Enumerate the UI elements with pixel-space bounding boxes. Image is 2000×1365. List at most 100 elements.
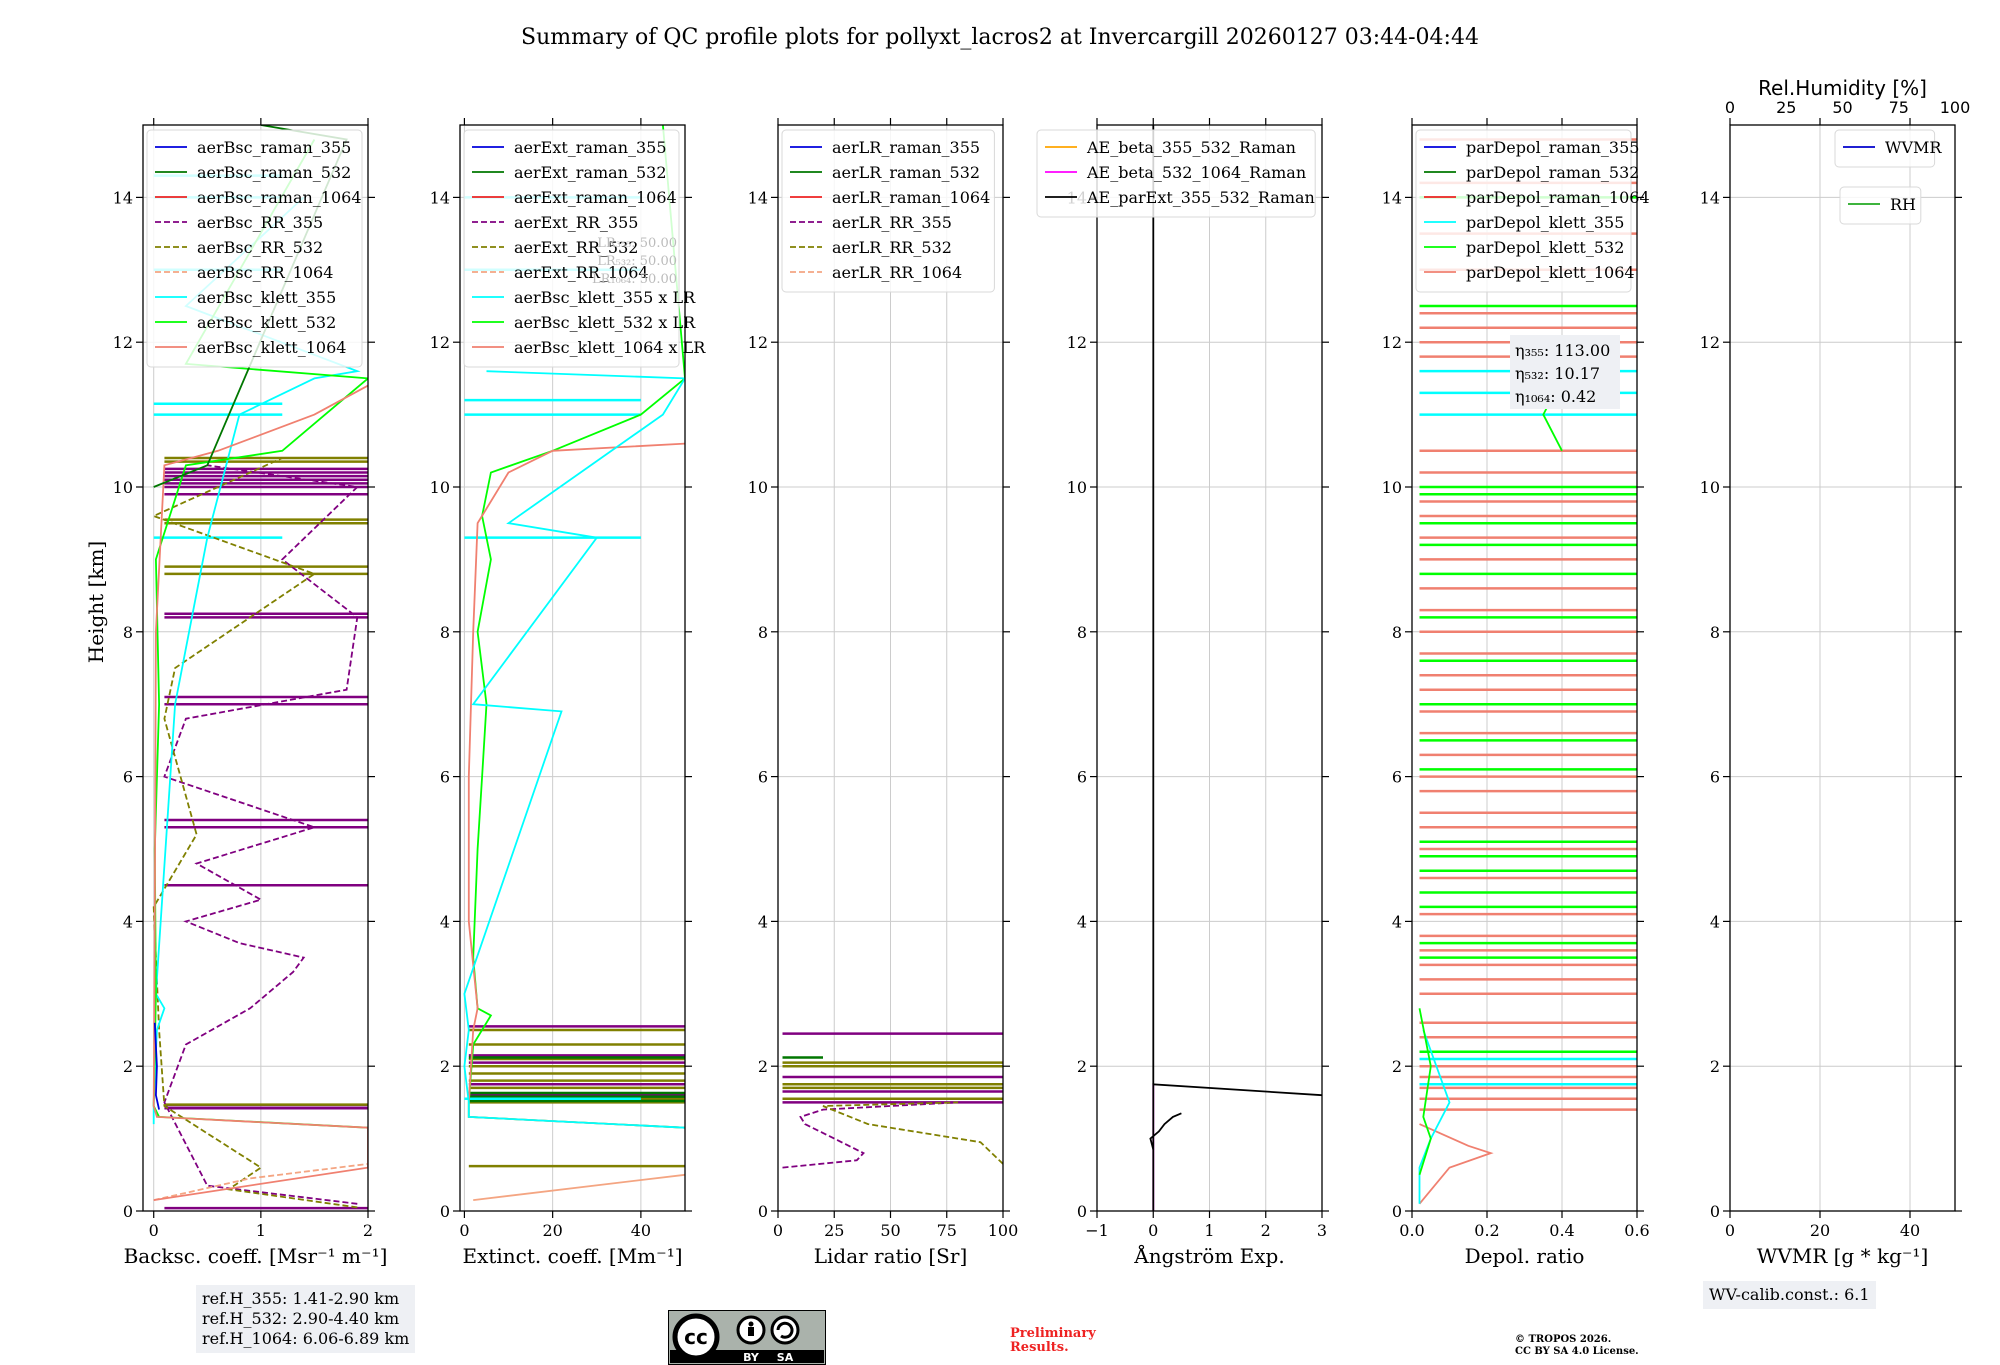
top-tick-label: 100 — [1940, 98, 1971, 117]
axes-frame — [1411, 124, 1638, 1212]
y-tick-label: 4 — [1710, 912, 1720, 931]
x-tick-label: 20 — [542, 1221, 562, 1240]
legend-label: aerBsc_raman_1064 — [197, 188, 362, 207]
preliminary-results-note: Preliminary Results. — [1010, 1327, 1096, 1355]
y-tick-label: 8 — [1392, 623, 1402, 642]
legend-label: aerExt_RR_355 — [514, 213, 638, 232]
x-tick-label: 25 — [824, 1221, 844, 1240]
profile-line-ae_parext — [1149, 1112, 1182, 1150]
y-tick-label: 14 — [748, 188, 768, 207]
plot-area — [463, 125, 685, 1201]
legend-label: aerLR_raman_1064 — [832, 188, 990, 207]
x-tick-label: 40 — [631, 1221, 651, 1240]
x-tick-label: 50 — [880, 1221, 900, 1240]
y-tick-label: 4 — [440, 912, 450, 931]
plot-area — [1149, 125, 1322, 1211]
ref-height-355: ref.H_355: 1.41-2.90 km — [202, 1289, 400, 1308]
x-tick-label: 0.2 — [1474, 1221, 1499, 1240]
depol-calibration-value: η₁₀₆₄: 0.42 — [1515, 387, 1596, 406]
y-tick-label: 8 — [1077, 623, 1087, 642]
y-tick-label: 10 — [748, 478, 768, 497]
legend-label: AE_parExt_355_532_Raman — [1086, 188, 1315, 207]
legend-label: aerBsc_klett_355 — [197, 288, 336, 307]
y-tick-label: 4 — [1392, 912, 1402, 931]
x-axis-label: Ångström Exp. — [1133, 1243, 1284, 1268]
y-tick-label: 0 — [1392, 1202, 1402, 1221]
x-tick-label: 100 — [988, 1221, 1019, 1240]
y-tick-label: 12 — [113, 333, 133, 352]
profile-line-klett_1064 — [1418, 1123, 1494, 1205]
cc-sa-label: SA — [777, 1351, 794, 1364]
top-tick-label: 25 — [1776, 98, 1796, 117]
y-tick-label: 2 — [1392, 1057, 1402, 1076]
y-tick-label: 8 — [440, 623, 450, 642]
legend-label: parDepol_klett_355 — [1466, 213, 1624, 232]
x-tick-label: 3 — [1317, 1221, 1327, 1240]
y-tick-label: 6 — [1392, 768, 1402, 787]
y-tick-label: 0 — [1077, 1202, 1087, 1221]
copyright-line-1: © TROPOS 2026. — [1515, 1334, 1612, 1345]
profile-line-rr_355 — [163, 464, 360, 1205]
legend-label: aerBsc_raman_532 — [197, 163, 351, 182]
legend-label: AE_beta_355_532_Raman — [1086, 138, 1296, 157]
profile-line-ae_parext — [1152, 1083, 1322, 1211]
y-tick-label: 6 — [123, 768, 133, 787]
y-tick-label: 2 — [123, 1057, 133, 1076]
x-axis-label: Lidar ratio [Sr] — [814, 1244, 968, 1268]
y-tick-label: 0 — [123, 1202, 133, 1221]
legend-label: parDepol_klett_1064 — [1466, 263, 1635, 282]
y-tick-label: 14 — [430, 188, 450, 207]
profile-line-rr_355 — [782, 1101, 959, 1169]
sa-sharealike-icon — [770, 1315, 800, 1345]
y-tick-label: 12 — [1067, 333, 1087, 352]
legend-box — [1415, 129, 1632, 293]
y-tick-label: 6 — [440, 768, 450, 787]
ref-height-1064: ref.H_1064: 6.06-6.89 km — [202, 1329, 410, 1348]
preliminary-line-1: Preliminary — [1010, 1326, 1096, 1341]
y-tick-label: 2 — [758, 1057, 768, 1076]
legend-label: AE_beta_532_1064_Raman — [1086, 163, 1306, 182]
y-tick-label: 14 — [1700, 188, 1720, 207]
axes-frame — [142, 124, 369, 1212]
reference-heights-box: ref.H_355: 1.41-2.90 km ref.H_532: 2.90-… — [196, 1285, 416, 1353]
cc-logo-icon — [672, 1313, 720, 1361]
depol-calibration-value: η₅₃₂: 10.17 — [1515, 364, 1600, 383]
y-tick-label: 12 — [748, 333, 768, 352]
x-axis-label: WVMR [g * kg⁻¹] — [1757, 1244, 1929, 1268]
y-tick-label: 12 — [1382, 333, 1402, 352]
axes-frame — [1729, 124, 1956, 1212]
profile-line-klett_355 — [463, 370, 685, 1129]
legend-label: aerExt_raman_532 — [514, 163, 667, 182]
y-tick-label: 14 — [113, 188, 133, 207]
y-tick-label: 10 — [1700, 478, 1720, 497]
x-axis-label: Extinct. coeff. [Mm⁻¹] — [462, 1244, 682, 1268]
legend-label: aerExt_RR_1064 — [514, 263, 649, 282]
x-tick-label: 0 — [459, 1221, 469, 1240]
y-tick-label: 4 — [758, 912, 768, 931]
legend-box — [146, 129, 363, 368]
legend-label: aerLR_RR_532 — [832, 238, 952, 257]
y-tick-label: 0 — [440, 1202, 450, 1221]
x-tick-label: 0 — [149, 1221, 159, 1240]
profile-line-raman_355 — [153, 1022, 160, 1110]
panel-ext: 0 2 4 6 8 10 12 14 0 20 40 Extinct. coeff. [Mm⁻¹] ae… — [430, 118, 706, 1268]
y-tick-label: 6 — [1710, 768, 1720, 787]
y-tick-label: 10 — [113, 478, 133, 497]
legend-label: parDepol_klett_532 — [1466, 238, 1624, 257]
x-tick-label: 40 — [1900, 1221, 1920, 1240]
x-tick-label: 0.4 — [1549, 1221, 1574, 1240]
y-tick-label: 0 — [758, 1202, 768, 1221]
legend-label: RH — [1890, 195, 1916, 214]
x-tick-label: 2 — [363, 1221, 373, 1240]
lidar-ratio-annotation: LR₅₃₂: 50.00 — [597, 254, 677, 269]
x-tick-label: 1 — [1204, 1221, 1214, 1240]
legend-box — [1036, 129, 1316, 218]
y-tick-label: 8 — [758, 623, 768, 642]
top-axis-label: Rel.Humidity [%] — [1758, 76, 1927, 100]
x-axis-label: Backsc. coeff. [Msr⁻¹ m⁻¹] — [124, 1244, 388, 1268]
panel-depol: 0 2 4 6 8 10 12 14 0.0 0.2 0.4 0.6 Depol. ratio parDe… — [1382, 118, 1650, 1268]
legend-label: parDepol_raman_1064 — [1466, 188, 1650, 207]
